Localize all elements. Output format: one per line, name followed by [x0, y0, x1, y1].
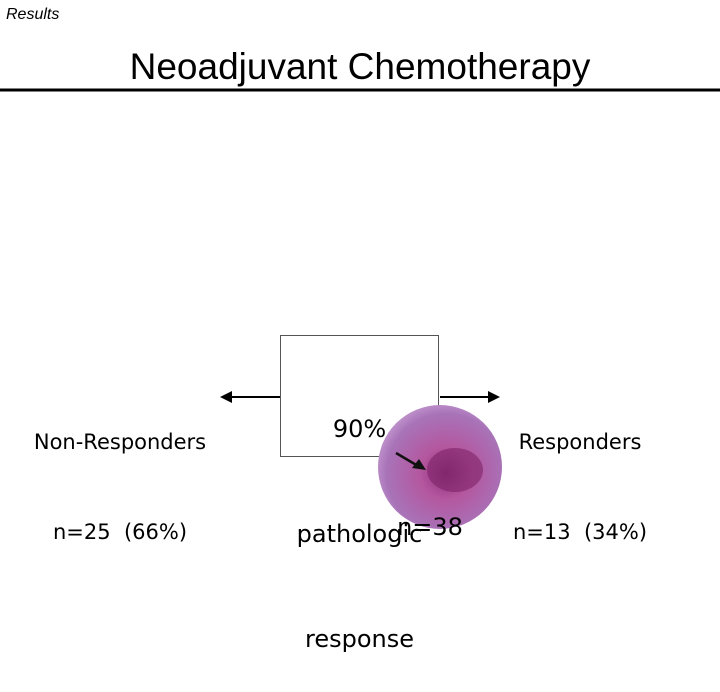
label: Responders	[518, 430, 642, 454]
slide-title: Neoadjuvant Chemotherapy	[129, 46, 591, 87]
non-responders: Non-Responders n=25 (66%)	[10, 367, 230, 577]
arrow-head	[488, 391, 500, 403]
slide: Results Neoadjuvant Chemotherapy 90% pat…	[0, 6, 720, 653]
text-line: 90%	[332, 415, 387, 443]
section-label: Results	[6, 6, 60, 23]
pointer-arrow	[395, 451, 419, 468]
text-line: response	[304, 625, 414, 653]
pointer-arrow	[412, 459, 426, 470]
count: n=13 (34%)	[512, 520, 648, 544]
count: n=25 (66%)	[52, 520, 188, 544]
response-box	[280, 335, 439, 457]
arrow-head	[220, 391, 232, 403]
label: Non-Responders	[33, 430, 207, 454]
decorations	[0, 88, 720, 529]
histology-image	[427, 448, 483, 492]
total-count: n=38	[397, 513, 463, 541]
responders: Responders n=13 (34%)	[480, 367, 680, 577]
